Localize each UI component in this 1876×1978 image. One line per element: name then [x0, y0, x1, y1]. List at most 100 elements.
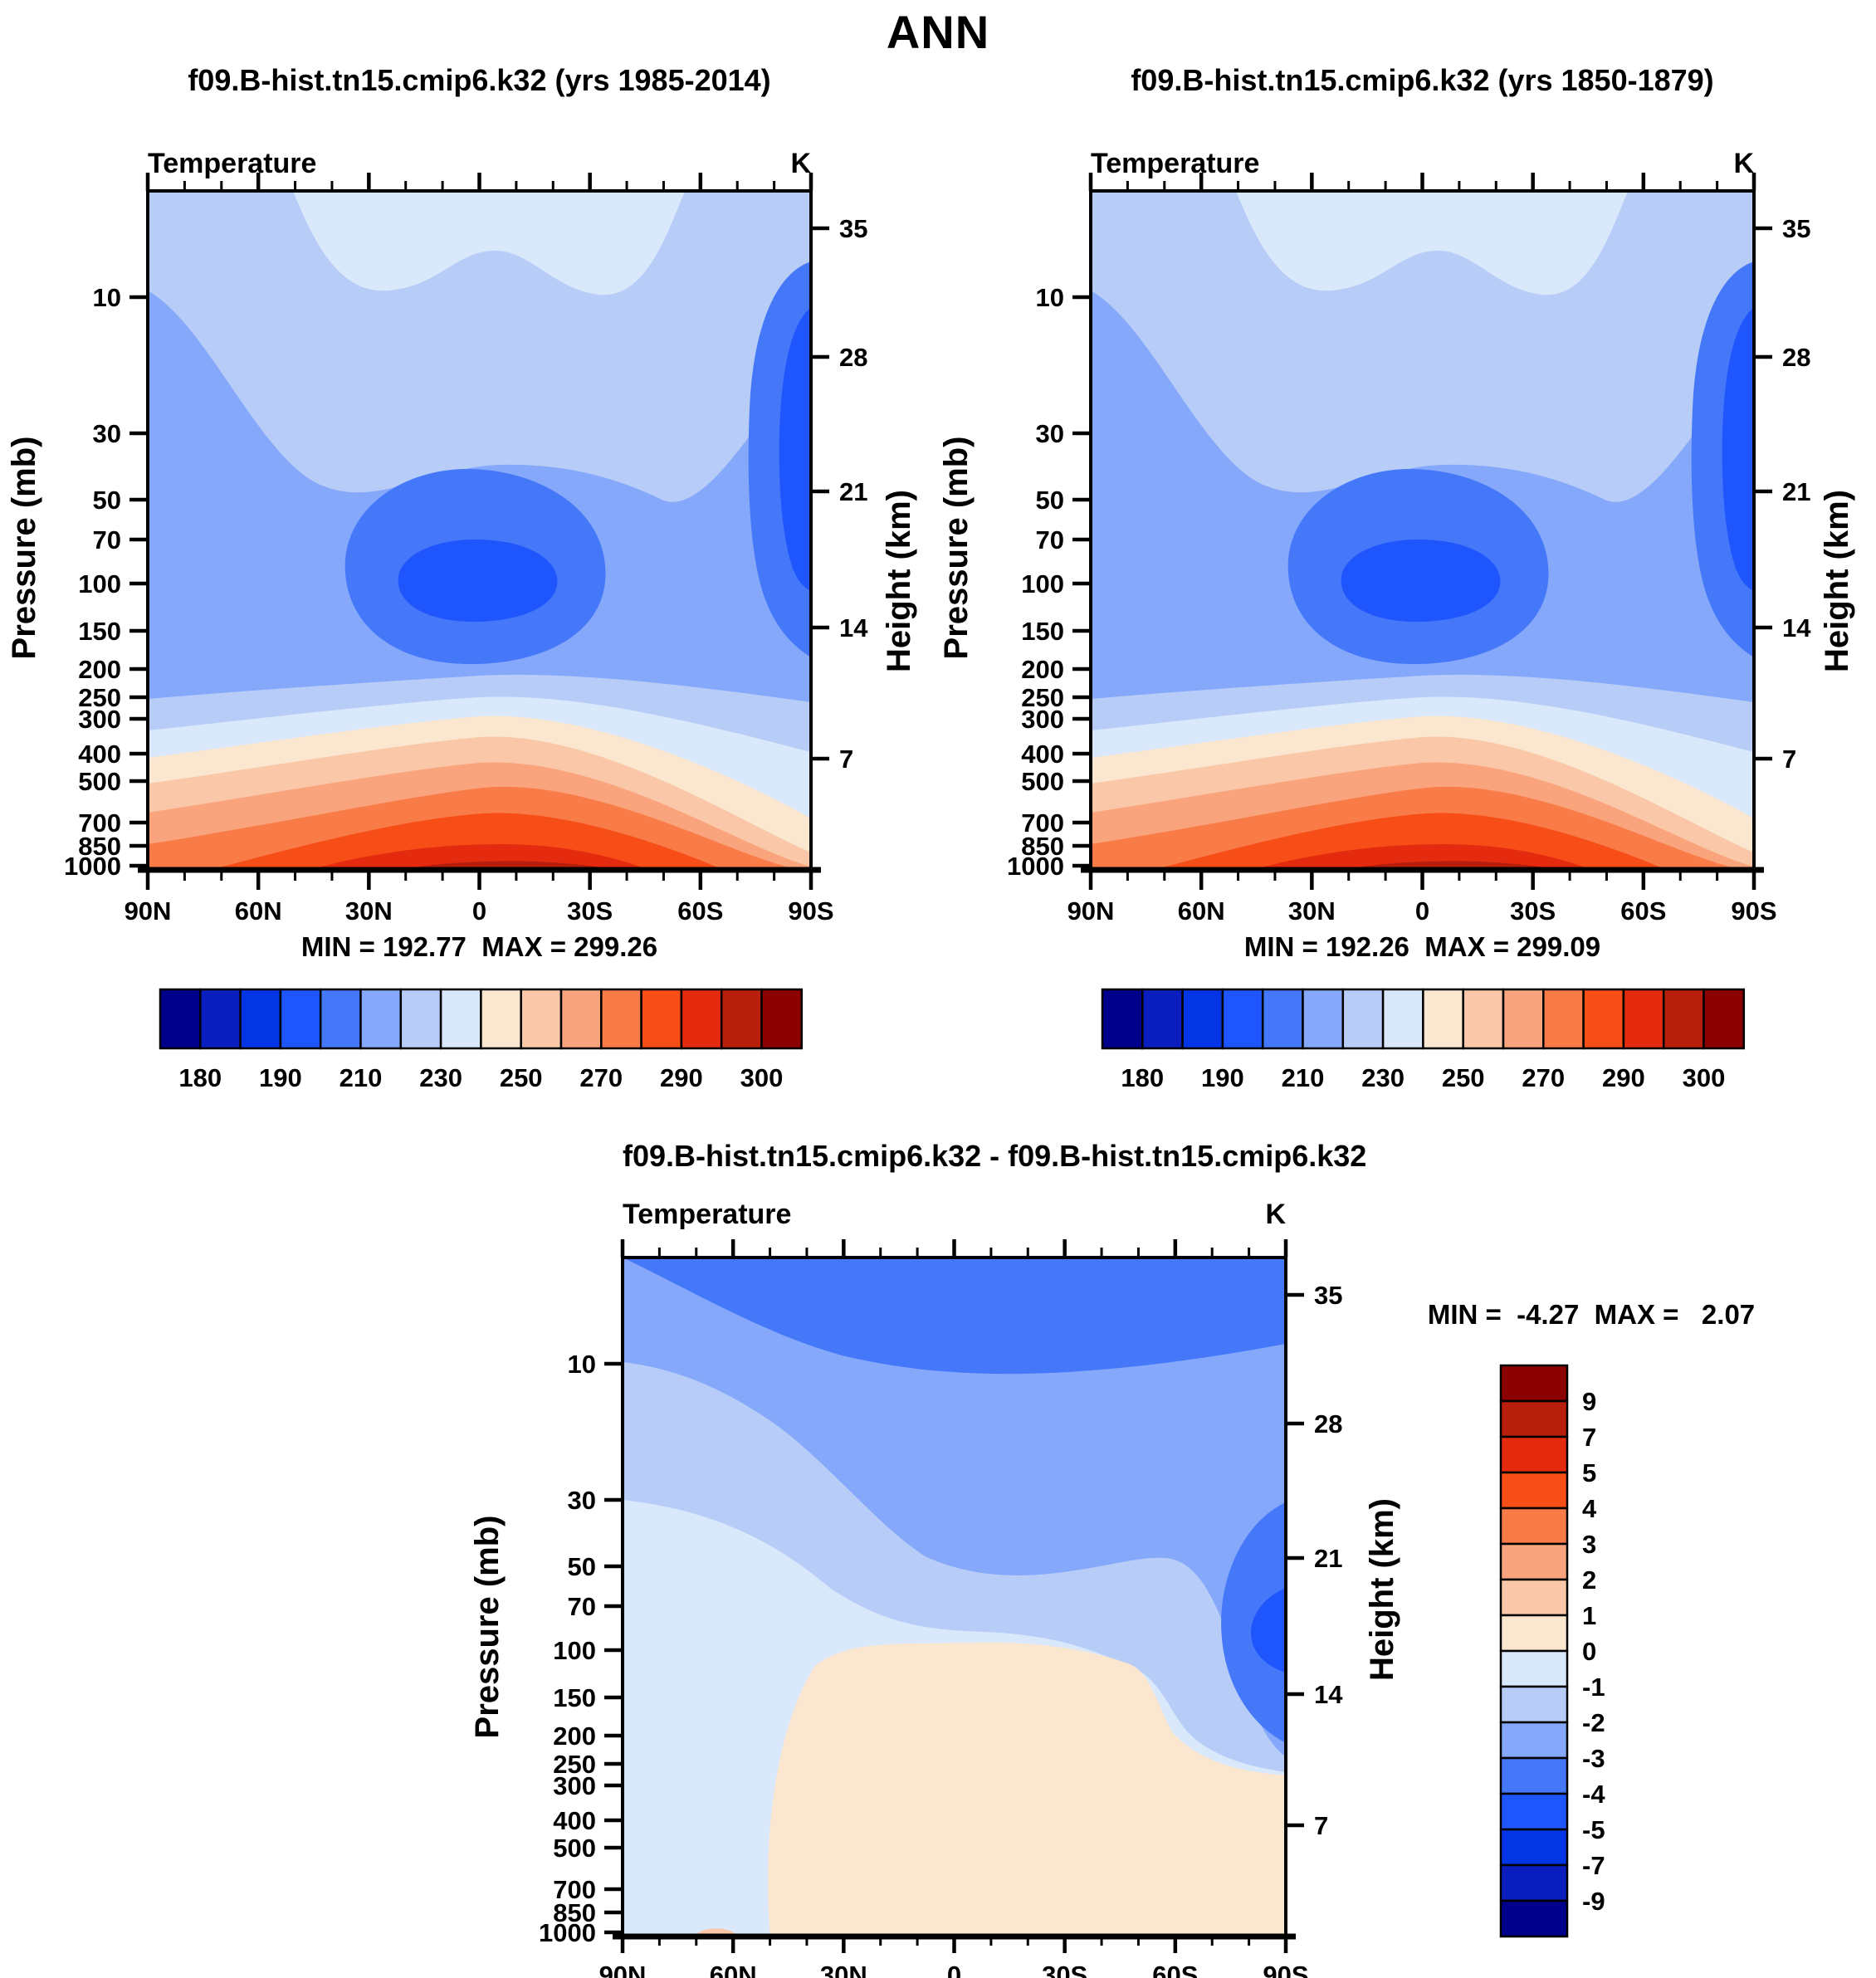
lat-tick-label: 90S	[1731, 896, 1776, 926]
height-tick-label: 7	[1314, 1811, 1328, 1840]
pressure-tick-label: 10	[568, 1350, 596, 1379]
colorbar-cell	[279, 988, 322, 1050]
colorbar-cell	[1499, 1578, 1569, 1617]
pressure-tick-label: 100	[553, 1636, 596, 1665]
colorbar-tick-label: 230	[1361, 1063, 1405, 1092]
colorbar-cell	[1703, 988, 1746, 1050]
colorbar-cell	[1502, 988, 1545, 1050]
colorbar-tick-label: 180	[178, 1063, 222, 1092]
panel2-axis-header: Temperature K	[1091, 148, 1754, 180]
colorbar-cell	[760, 988, 804, 1050]
pressure-tick-label: 1000	[539, 1918, 596, 1947]
figure-title: ANN	[886, 6, 990, 58]
contour-band	[768, 1642, 1286, 1936]
pressure-tick-label: 700	[1021, 808, 1064, 838]
colorbar-tick-label: 290	[1602, 1063, 1645, 1092]
panel-1-contour-field	[148, 191, 811, 870]
colorbar-cell	[1302, 988, 1345, 1050]
pressure-tick-label: 70	[93, 525, 121, 554]
colorbar-cell	[439, 988, 482, 1050]
colorbar-cell	[1499, 1542, 1569, 1581]
pressure-tick-label: 30	[1036, 419, 1064, 448]
colorbar-cell	[1499, 1399, 1569, 1438]
colorbar-cell	[559, 988, 603, 1050]
panel-2-colorbar	[1101, 988, 1746, 1050]
colorbar-tick-label: -1	[1582, 1673, 1605, 1702]
colorbar-cell	[1141, 988, 1184, 1050]
colorbar-tick-label: 300	[740, 1063, 784, 1092]
colorbar-cell	[1499, 1435, 1569, 1474]
lat-tick-label: 30N	[1288, 896, 1336, 926]
pressure-tick-label: 500	[553, 1834, 596, 1863]
height-tick-label: 7	[1782, 745, 1796, 774]
colorbar-cell	[1499, 1863, 1569, 1902]
pressure-tick-label: 850	[553, 1898, 596, 1927]
pressure-tick-label: 200	[1021, 655, 1064, 684]
lat-tick-label: 0	[1415, 896, 1429, 926]
colorbar-cell	[1499, 1756, 1569, 1795]
colorbar-cell	[319, 988, 362, 1050]
panel-3-colorbar	[1499, 1364, 1569, 1938]
pressure-tick-label: 200	[78, 655, 121, 684]
colorbar-cell	[199, 988, 242, 1050]
colorbar-cell	[1499, 1507, 1569, 1546]
colorbar-cell	[159, 988, 202, 1050]
pressure-tick-label: 50	[568, 1552, 596, 1581]
panel2-field-label: Temperature	[1091, 148, 1260, 179]
colorbar-cell	[1341, 988, 1385, 1050]
pressure-tick-label: 100	[78, 569, 121, 598]
colorbar-tick-label: -4	[1582, 1780, 1605, 1809]
pressure-tick-label: 400	[78, 740, 121, 769]
panel3-minmax: MIN = -4.27 MAX = 2.07	[1427, 1299, 1756, 1330]
colorbar-cell	[1499, 1721, 1569, 1760]
colorbar-cell	[1662, 988, 1705, 1050]
colorbar-cell	[640, 988, 683, 1050]
panel-1-colorbar	[159, 988, 804, 1050]
height-tick-label: 28	[839, 343, 867, 372]
colorbar-cell	[399, 988, 442, 1050]
lat-tick-label: 90N	[125, 896, 172, 926]
pressure-tick-label: 50	[1036, 486, 1064, 515]
panel2-pressure-axis-label: Pressure (mb)	[938, 437, 975, 660]
pressure-tick-label: 300	[78, 705, 121, 734]
colorbar-cell	[1181, 988, 1224, 1050]
colorbar-tick-label: 9	[1582, 1387, 1596, 1416]
colorbar-cell	[1499, 1614, 1569, 1653]
panel1-units-label: K	[790, 148, 811, 179]
lat-tick-label: 90S	[788, 896, 833, 926]
colorbar-cell	[600, 988, 642, 1050]
panel1-pressure-axis-label: Pressure (mb)	[6, 437, 42, 660]
pressure-tick-label: 150	[78, 617, 121, 646]
pressure-tick-label: 10	[1036, 283, 1064, 312]
pressure-tick-label: 250	[78, 683, 121, 712]
panel3-field-label: Temperature	[623, 1199, 792, 1230]
colorbar-tick-label: 210	[1282, 1063, 1325, 1092]
pressure-tick-label: 250	[1021, 683, 1064, 712]
colorbar-cell	[720, 988, 763, 1050]
pressure-tick-label: 10	[93, 283, 121, 312]
pressure-tick-label: 30	[93, 419, 121, 448]
colorbar-cell	[1499, 1792, 1569, 1831]
pressure-tick-label: 300	[1021, 705, 1064, 734]
colorbar-tick-label: 7	[1582, 1423, 1596, 1452]
panel1-height-axis-label: Height (km)	[881, 490, 917, 672]
contour-band	[1251, 1588, 1286, 1673]
colorbar-tick-label: -7	[1582, 1851, 1605, 1880]
colorbar-tick-label: -9	[1582, 1887, 1605, 1916]
colorbar-cell	[480, 988, 522, 1050]
colorbar-cell	[1499, 1828, 1569, 1867]
pressure-tick-label: 500	[1021, 767, 1064, 796]
colorbar-tick-label: 0	[1582, 1637, 1596, 1666]
colorbar-cell	[680, 988, 723, 1050]
contour-band	[779, 307, 811, 591]
pressure-tick-label: 100	[1021, 569, 1064, 598]
pressure-tick-label: 850	[1021, 832, 1064, 861]
colorbar-tick-label: 2	[1582, 1565, 1596, 1595]
pressure-tick-label: 50	[93, 486, 121, 515]
contour-band	[623, 1258, 1286, 1757]
colorbar-cell	[239, 988, 282, 1050]
pressure-tick-label: 500	[78, 767, 121, 796]
colorbar-tick-label: 230	[419, 1063, 462, 1092]
lat-tick-label: 30S	[1042, 1961, 1087, 1978]
